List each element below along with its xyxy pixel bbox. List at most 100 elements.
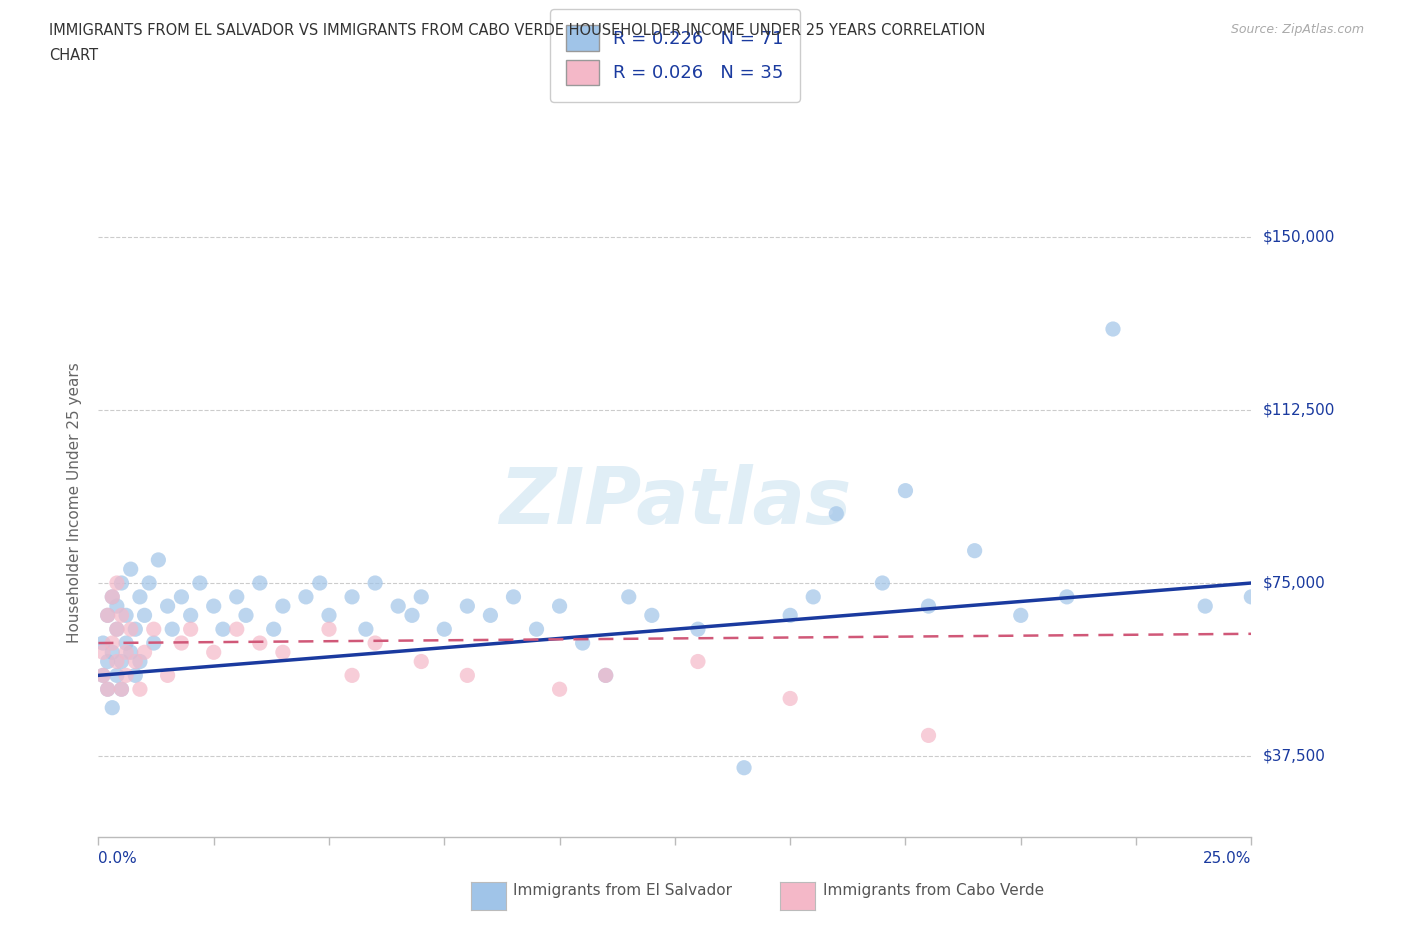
Text: 25.0%: 25.0% — [1204, 851, 1251, 866]
Point — [91, 644, 114, 659]
Point — [97, 654, 120, 669]
Point — [340, 590, 363, 604]
Point — [433, 622, 456, 637]
Point — [105, 654, 128, 669]
Point — [110, 608, 132, 623]
Point — [142, 622, 165, 637]
Point — [249, 635, 271, 650]
Point — [249, 576, 271, 591]
Point — [411, 590, 433, 604]
Y-axis label: Householder Income Under 25 years: Householder Income Under 25 years — [67, 362, 83, 643]
Point — [105, 622, 128, 637]
Point — [364, 635, 387, 650]
Point — [156, 668, 179, 683]
Point — [387, 599, 409, 614]
Point — [101, 590, 124, 604]
Point — [105, 668, 128, 683]
Point — [595, 668, 617, 683]
Point — [105, 576, 128, 591]
Text: $150,000: $150,000 — [1263, 229, 1334, 245]
Text: ZIPatlas: ZIPatlas — [499, 464, 851, 540]
Point — [571, 635, 593, 650]
Point — [271, 599, 294, 614]
Point — [641, 608, 664, 623]
Point — [779, 608, 801, 623]
Text: 0.0%: 0.0% — [98, 851, 138, 866]
Point — [120, 562, 142, 577]
Point — [1194, 599, 1216, 614]
Point — [129, 654, 152, 669]
Point — [801, 590, 824, 604]
Point — [129, 590, 152, 604]
Point — [115, 608, 138, 623]
Point — [479, 608, 502, 623]
Point — [456, 599, 478, 614]
Point — [894, 484, 917, 498]
Point — [340, 668, 363, 683]
Point — [872, 576, 894, 591]
Point — [156, 599, 179, 614]
Point — [733, 761, 755, 776]
Point — [134, 644, 156, 659]
Point — [110, 682, 132, 697]
Point — [110, 576, 132, 591]
Point — [364, 576, 387, 591]
Text: Source: ZipAtlas.com: Source: ZipAtlas.com — [1230, 23, 1364, 36]
Point — [1010, 608, 1032, 623]
Point — [548, 682, 571, 697]
Point — [105, 599, 128, 614]
Point — [138, 576, 160, 591]
Point — [115, 668, 138, 683]
Point — [160, 622, 183, 637]
Point — [180, 608, 202, 623]
Point — [318, 608, 340, 623]
Point — [97, 608, 120, 623]
Point — [142, 635, 165, 650]
Point — [963, 543, 986, 558]
Point — [97, 682, 120, 697]
Point — [1056, 590, 1078, 604]
Point — [502, 590, 524, 604]
Point — [188, 576, 211, 591]
Point — [97, 608, 120, 623]
Point — [180, 622, 202, 637]
Point — [225, 590, 247, 604]
Point — [105, 622, 128, 637]
Text: $112,500: $112,500 — [1263, 403, 1334, 418]
Point — [1240, 590, 1263, 604]
Point — [295, 590, 318, 604]
Point — [148, 552, 170, 567]
Point — [91, 668, 114, 683]
Point — [548, 599, 571, 614]
Point — [212, 622, 235, 637]
Legend: R = 0.226   N = 71, R = 0.026   N = 35: R = 0.226 N = 71, R = 0.026 N = 35 — [550, 9, 800, 101]
Point — [97, 682, 120, 697]
Point — [686, 654, 709, 669]
Point — [1102, 322, 1125, 337]
Point — [917, 728, 939, 743]
Text: IMMIGRANTS FROM EL SALVADOR VS IMMIGRANTS FROM CABO VERDE HOUSEHOLDER INCOME UND: IMMIGRANTS FROM EL SALVADOR VS IMMIGRANT… — [49, 23, 986, 38]
Point — [263, 622, 285, 637]
Point — [101, 644, 124, 659]
Text: CHART: CHART — [49, 48, 98, 63]
Point — [917, 599, 939, 614]
Point — [91, 635, 114, 650]
Text: $75,000: $75,000 — [1263, 576, 1326, 591]
Point — [170, 590, 193, 604]
Point — [617, 590, 640, 604]
Point — [110, 654, 132, 669]
Point — [202, 644, 225, 659]
Point — [115, 635, 138, 650]
Point — [101, 635, 124, 650]
Text: $37,500: $37,500 — [1263, 749, 1326, 764]
Point — [354, 622, 377, 637]
Point — [129, 682, 152, 697]
Point — [225, 622, 247, 637]
Point — [401, 608, 423, 623]
Point — [124, 622, 146, 637]
Point — [202, 599, 225, 614]
Point — [101, 700, 124, 715]
Point — [825, 506, 848, 521]
Point — [686, 622, 709, 637]
Point — [120, 622, 142, 637]
